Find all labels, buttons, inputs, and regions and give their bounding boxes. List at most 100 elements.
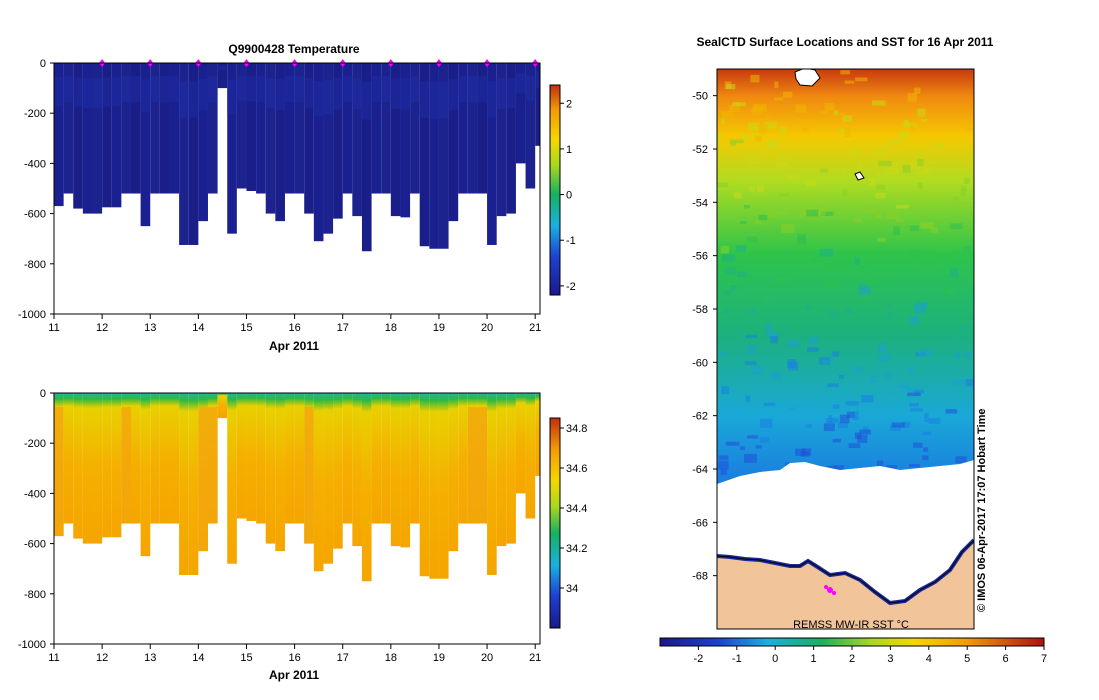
sst-texture-patch (971, 383, 974, 390)
sst-texture-patch (846, 411, 855, 418)
sst-texture-patch (770, 373, 782, 380)
temperature-profile-shade (342, 76, 353, 103)
salinity-profile-column (333, 393, 343, 549)
salinity-panel: 0-200-400-600-800-1000 11 12 13 14 15 16 17 18 1… (18, 388, 588, 682)
sst-texture-patch (922, 431, 932, 436)
sst-texture-patch (741, 133, 749, 140)
sst-texture-patch (844, 308, 853, 315)
sst-texture-patch (902, 165, 911, 174)
salinity-profile-column (419, 393, 430, 577)
temperature-profile-shade (227, 80, 237, 115)
sst-texture-patch (886, 210, 898, 220)
sst-texture-patch (806, 347, 819, 352)
temperature-profile-column (111, 63, 122, 208)
sst-texture-patch (744, 361, 757, 366)
x-tick-label: 21 (529, 652, 541, 664)
sst-texture-patch (845, 401, 859, 406)
y-tick-label: 0 (40, 388, 46, 400)
sst-texture-patch (923, 447, 929, 452)
sst-texture-patch (910, 408, 924, 412)
sst-texture-patch (966, 127, 974, 131)
temperature-profile-shade (361, 81, 372, 120)
sst-texture-patch (721, 110, 733, 119)
x-tick-label: 18 (385, 322, 397, 334)
profile-marker (99, 59, 106, 63)
sst-texture-patch (765, 116, 771, 121)
sst-texture-patch (824, 102, 835, 111)
profile-marker (435, 59, 442, 63)
sst-texture-patch (820, 211, 834, 216)
sst-texture-patch (722, 253, 736, 262)
salinity-profile-column (381, 393, 391, 524)
temperature-profile-column (275, 63, 285, 222)
sst-texture-patch (842, 189, 848, 197)
salinity-profile-column (371, 393, 382, 524)
sst-texture-patch (747, 313, 757, 317)
salinity-profile-column (506, 393, 516, 544)
sst-texture-patch (781, 224, 795, 233)
salinity-warm-band (477, 407, 488, 524)
sst-texture-patch (906, 249, 921, 257)
sst-texture-patch (879, 269, 893, 276)
sst-texture-patch (924, 412, 929, 422)
sst-texture-patch (719, 261, 732, 269)
colorbar-tick-label: 1 (566, 144, 572, 156)
sst-texture-patch (930, 227, 938, 233)
temperature-profile-column (506, 63, 516, 214)
sst-tick-label: 7 (1041, 653, 1047, 665)
sst-texture-patch (787, 340, 800, 347)
sst-texture-patch (876, 150, 884, 157)
colorbar-tick-label: 0 (566, 190, 572, 202)
temperature-profile-shade (371, 76, 382, 103)
sst-texture-patch (721, 386, 730, 395)
profile-marker (387, 63, 394, 67)
temperature-profile-shade (487, 81, 497, 118)
temperature-profile-shade (150, 76, 160, 103)
sst-texture-patch (717, 182, 729, 188)
x-tick-label: 12 (96, 652, 108, 664)
salinity-profile-column (150, 393, 160, 524)
profile-marker (291, 63, 298, 67)
sst-texture-patch (970, 272, 974, 282)
temperature-profile-shade (169, 76, 180, 103)
sst-texture-patch (842, 115, 852, 122)
sst-texture-patch (889, 163, 900, 169)
temperature-profile-shade (429, 81, 439, 119)
temperature-profile-column (227, 63, 237, 234)
sst-texture-patch (718, 330, 725, 336)
temperature-profile-column (467, 63, 478, 194)
temperature-profile-shade (525, 75, 536, 101)
temperature-panel: Q9900428 Temperature 0 -200 -400 -600 -800 -1… (18, 42, 576, 353)
temperature-profile-column (63, 63, 74, 194)
temperature-profile-shade (390, 78, 401, 109)
temperature-profile-column (188, 63, 199, 245)
x-tick-label: 17 (337, 652, 349, 664)
sst-texture-patch (909, 225, 919, 232)
sst-texture-patch (747, 157, 762, 165)
salinity-warm-band (304, 407, 314, 544)
y-tick-label: -200 (24, 108, 46, 120)
sst-texture-patch (875, 192, 886, 199)
sst-texture-patch (717, 134, 723, 141)
sst-texture-patch (874, 214, 883, 219)
temperature-profile-column (323, 63, 334, 234)
sst-texture-patch (913, 389, 925, 394)
x-tick-label: 16 (288, 652, 300, 664)
temperature-profile-column (515, 63, 526, 164)
colorbar-tick-label: 34.6 (566, 463, 587, 475)
sst-texture-patch (932, 142, 944, 149)
sst-texture-patch (914, 151, 924, 158)
sst-texture-patch (908, 323, 920, 327)
sst-texture-patch (774, 97, 784, 101)
salinity-profile-column (246, 393, 257, 522)
sst-texture-patch (720, 468, 727, 475)
sst-texture-patch (953, 334, 960, 343)
y-tick-label: 0 (40, 58, 46, 70)
sst-texture-patch (891, 422, 905, 428)
imos-credit: © IMOS 06-Apr-2017 17:07 Hobart Time (976, 408, 988, 612)
sst-map-label: REMSS MW-IR SST °C (793, 619, 909, 631)
salinity-warm-band (54, 407, 64, 537)
sst-tick-label: 5 (964, 653, 970, 665)
salinity-profile-column (352, 393, 362, 547)
sst-map-title: SealCTD Surface Locations and SST for 16… (697, 35, 994, 49)
